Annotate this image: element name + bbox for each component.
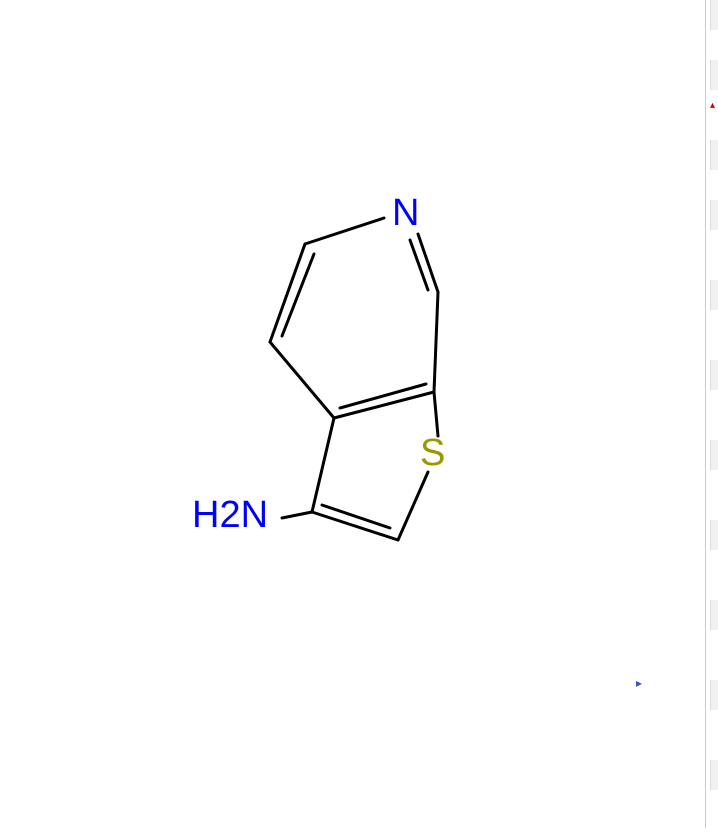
chemical-canvas: N S H2N ▸ (0, 0, 706, 828)
bond-n-c6 (305, 218, 384, 244)
bond-c7-s (434, 392, 438, 436)
right-ruler-edge: ▴ (706, 0, 718, 828)
ruler-tick (710, 280, 718, 310)
atom-sulfur: S (420, 434, 445, 472)
bond-c2-c3-inner (322, 505, 390, 528)
bond-svg (0, 0, 706, 828)
ruler-tick (710, 760, 718, 790)
molecule-structure: N S H2N (0, 0, 706, 828)
ruler-tick (710, 680, 718, 710)
bond-c1-n-outer (418, 234, 438, 292)
play-indicator-icon[interactable]: ▸ (636, 676, 642, 690)
bond-c7-c1 (434, 292, 438, 392)
ruler-tick (710, 520, 718, 550)
bond-c3-nh2 (282, 512, 312, 518)
ruler-warning-mark: ▴ (710, 100, 716, 108)
bond-c1-n-inner (410, 240, 428, 290)
bond-c3-c4 (312, 418, 334, 512)
ruler-tick (710, 0, 718, 30)
ruler-tick (710, 440, 718, 470)
ruler-tick (710, 200, 718, 230)
ruler-tick (710, 140, 718, 170)
bond-s-c2 (398, 472, 428, 540)
atom-nitrogen-pyridine: N (392, 194, 419, 232)
ruler-tick (710, 60, 718, 90)
bond-c5-c4 (270, 342, 334, 418)
ruler-tick (710, 600, 718, 630)
ruler-tick (710, 360, 718, 390)
atom-amine-group: H2N (192, 496, 268, 534)
